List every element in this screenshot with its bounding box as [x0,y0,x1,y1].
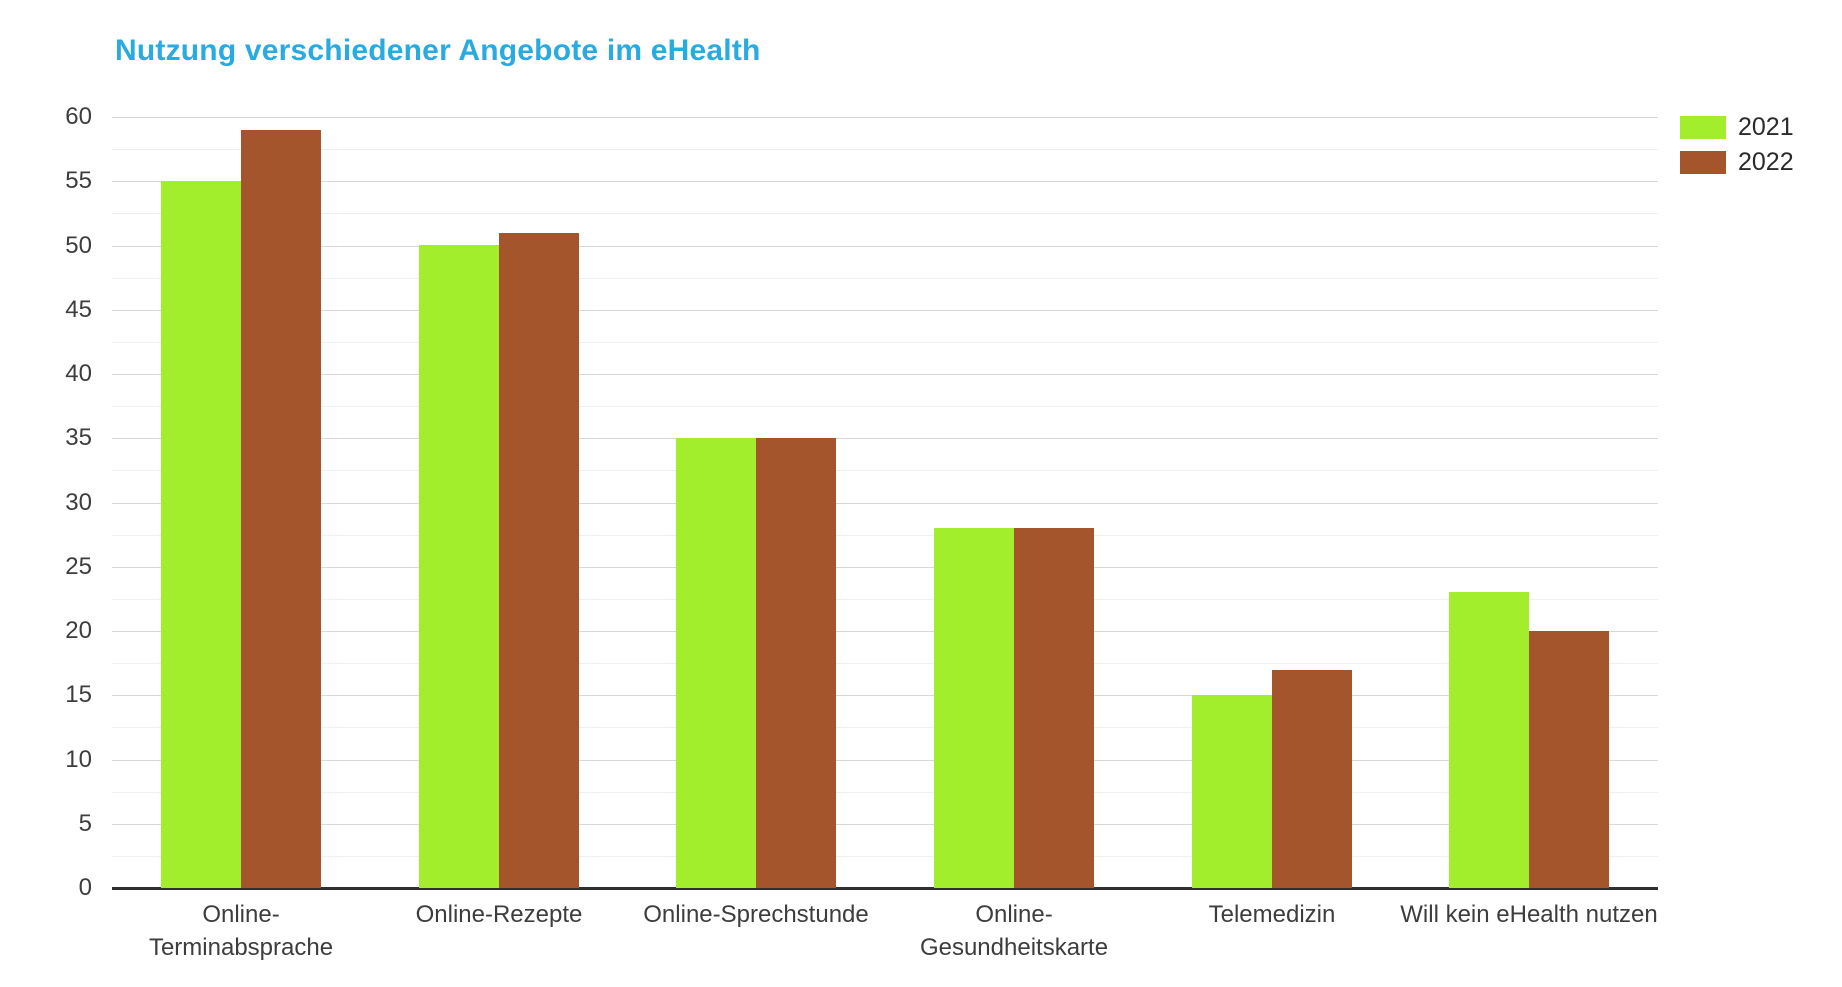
legend-item-2021: 2021 [1680,113,1794,141]
chart-title: Nutzung verschiedener Angebote im eHealt… [115,34,761,67]
y-tick-label: 25 [65,553,92,580]
bar-2021 [161,181,241,888]
y-tick-label: 55 [65,167,92,194]
y-tick-label: 45 [65,296,92,323]
legend-label: 2022 [1738,148,1794,176]
gridline-minor [112,599,1658,600]
bar-2021 [419,245,499,888]
bar-2022 [241,130,321,888]
gridline-minor [112,727,1658,728]
category-label: Online- Gesundheitskarte [919,901,1109,961]
gridline-minor [112,470,1658,471]
x-axis-line [112,887,1658,890]
bar-2021 [1449,592,1529,888]
y-tick-label: 35 [65,424,92,451]
gridline-minor [112,149,1658,150]
legend-swatch-2021 [1680,116,1726,139]
y-tick-label: 40 [65,360,92,387]
bar-2022 [1272,670,1352,888]
bar-2022 [499,233,579,888]
gridline-minor [112,406,1658,407]
gridline-major [112,824,1658,825]
gridline-major [112,567,1658,568]
gridline-minor [112,278,1658,279]
gridline-major [112,631,1658,632]
gridline-minor [112,535,1658,536]
legend-item-2022: 2022 [1680,148,1794,176]
y-tick-label: 60 [65,103,92,130]
gridline-major [112,117,1658,118]
bar-2022 [756,438,836,888]
gridline-major [112,503,1658,504]
category-label: Will kein eHealth nutzen [1400,901,1658,928]
gridline-major [112,374,1658,375]
y-tick-label: 20 [65,617,92,644]
y-tick-label: 15 [65,681,92,708]
legend-label: 2021 [1738,113,1794,141]
y-tick-label: 10 [65,746,92,773]
gridline-minor [112,856,1658,857]
gridline-major [112,246,1658,247]
bar-2021 [676,438,756,888]
gridline-major [112,181,1658,182]
y-tick-label: 30 [65,489,92,516]
category-label: Online-Rezepte [415,901,583,928]
gridline-minor [112,213,1658,214]
legend: 2021 2022 [1680,113,1794,186]
bar-2022 [1014,528,1094,888]
gridline-major [112,438,1658,439]
category-label: Online- Terminabsprache [148,901,334,961]
gridline-minor [112,663,1658,664]
category-label: Telemedizin [1208,901,1336,928]
gridline-minor [112,342,1658,343]
gridline-major [112,695,1658,696]
gridline-major [112,310,1658,311]
bar-2022 [1529,631,1609,888]
bar-2021 [1192,695,1272,888]
y-tick-label: 50 [65,232,92,259]
y-tick-label: 0 [78,874,92,901]
y-tick-label: 5 [78,810,92,837]
bar-2021 [934,528,1014,888]
gridline-minor [112,792,1658,793]
gridline-major [112,760,1658,761]
category-label: Online-Sprechstunde [643,901,869,928]
legend-swatch-2022 [1680,151,1726,174]
